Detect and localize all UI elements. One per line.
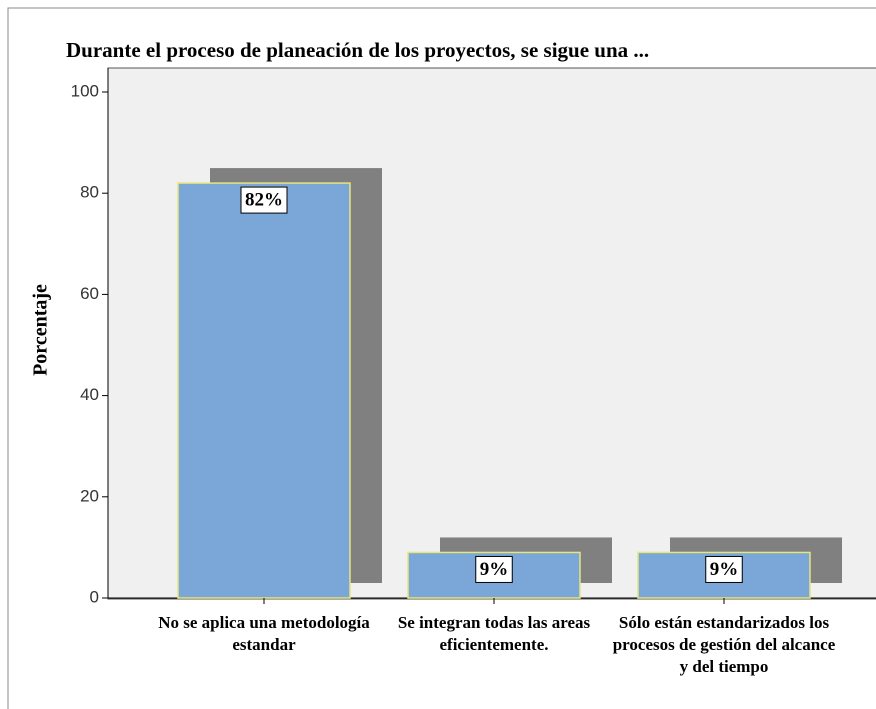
y-axis-label: Porcentaje — [30, 284, 52, 376]
data-label: 9% — [710, 559, 739, 580]
x-tick-label: No se aplica una metodología estandar — [158, 613, 370, 654]
y-tick-label: 40 — [80, 385, 99, 404]
x-tick-label: Se integran todas las areas eficientemen… — [397, 613, 591, 654]
chart-title: Durante el proceso de planeación de los … — [66, 38, 649, 62]
y-tick-label: 0 — [90, 587, 99, 606]
data-label-box — [240, 186, 288, 214]
y-tick-label: 60 — [80, 284, 99, 303]
data-label: 82% — [245, 189, 283, 210]
bar — [177, 182, 351, 599]
data-label: 9% — [480, 559, 509, 580]
y-tick-label: 100 — [71, 81, 99, 100]
y-tick-label: 20 — [80, 486, 99, 505]
data-label-box — [475, 555, 513, 583]
y-tick-label: 80 — [80, 183, 99, 202]
x-tick-label: Sólo están estandarizados los procesos d… — [612, 613, 836, 676]
data-label-box — [705, 555, 743, 583]
